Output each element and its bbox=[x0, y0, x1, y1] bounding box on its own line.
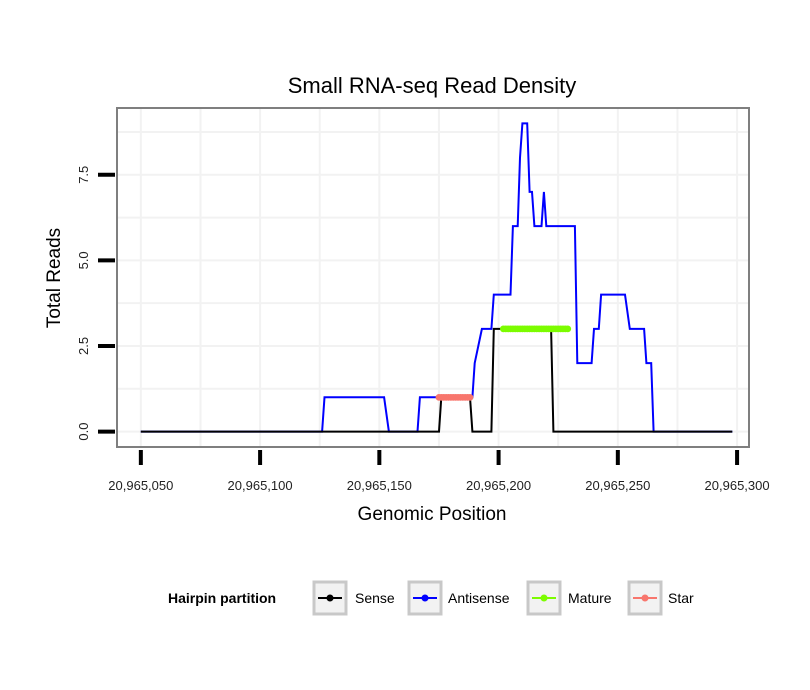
legend-item-sense: Sense bbox=[312, 580, 395, 616]
legend-item-antisense: Antisense bbox=[407, 580, 510, 616]
x-tick-label: 20,965,150 bbox=[347, 478, 412, 493]
grid bbox=[117, 108, 749, 447]
axes: 20,965,050 20,965,100 20,965,150 20,965,200… bbox=[76, 166, 770, 493]
series-layer bbox=[140, 122, 733, 433]
legend: Hairpin partition Sense Antisense Mature St… bbox=[168, 580, 694, 616]
legend-key-point bbox=[641, 594, 649, 602]
legend-label: Mature bbox=[568, 590, 612, 606]
x-tick-label: 20,965,100 bbox=[228, 478, 293, 493]
y-tick-label: 2.5 bbox=[76, 337, 91, 355]
x-tick-label: 20,965,250 bbox=[585, 478, 650, 493]
plot-border bbox=[116, 107, 750, 448]
y-tick-label: 5.0 bbox=[76, 251, 91, 269]
legend-key-point bbox=[540, 594, 548, 602]
y-axis-label: Total Reads bbox=[44, 228, 65, 328]
plot-panel bbox=[117, 108, 749, 447]
x-tick-label: 20,965,050 bbox=[108, 478, 173, 493]
data-point-star bbox=[466, 393, 474, 401]
x-tick-label: 20,965,300 bbox=[705, 478, 770, 493]
legend-label: Antisense bbox=[448, 590, 510, 606]
legend-title: Hairpin partition bbox=[168, 590, 276, 606]
series-line-sense bbox=[140, 327, 733, 433]
data-point-mature bbox=[564, 325, 572, 333]
chart-title: Small RNA-seq Read Density bbox=[288, 73, 577, 98]
x-axis-label: Genomic Position bbox=[358, 504, 507, 525]
legend-key-point bbox=[421, 594, 429, 602]
legend-item-star: Star bbox=[627, 580, 694, 616]
legend-label: Star bbox=[668, 590, 694, 606]
series-line-antisense bbox=[140, 122, 733, 433]
x-tick-label: 20,965,200 bbox=[466, 478, 531, 493]
legend-item-mature: Mature bbox=[526, 580, 612, 616]
y-tick-label: 7.5 bbox=[76, 166, 91, 184]
y-tick-label: 0.0 bbox=[76, 423, 91, 441]
legend-key-point bbox=[326, 594, 334, 602]
legend-label: Sense bbox=[355, 590, 395, 606]
